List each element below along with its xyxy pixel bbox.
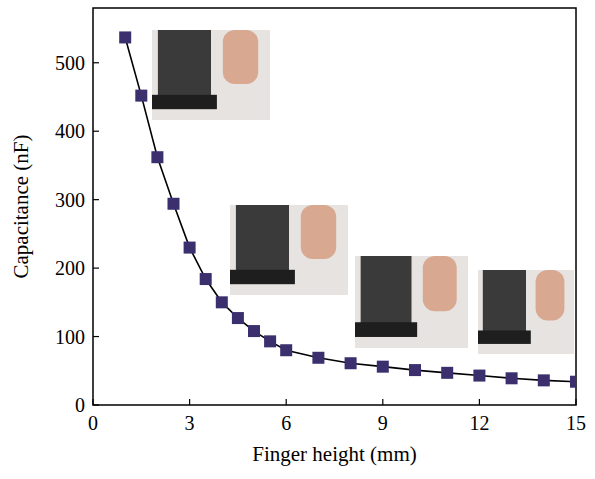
photo-ruler (483, 270, 526, 333)
photo-ruler (236, 205, 289, 273)
photo-ruler (361, 256, 412, 325)
x-tick (382, 399, 383, 405)
data-marker (232, 312, 244, 324)
data-marker (216, 296, 228, 308)
inset-photo (355, 256, 468, 348)
x-axis-title: Finger height (mm) (252, 442, 416, 466)
data-marker (409, 364, 421, 376)
y-tick-label: 500 (55, 52, 85, 74)
data-marker (473, 370, 485, 382)
data-line (125, 37, 576, 381)
x-tick-label: 0 (88, 412, 98, 434)
photo-bg (478, 270, 574, 354)
x-tick-label: 3 (185, 412, 195, 434)
photo-finger (301, 205, 336, 259)
x-tick (479, 399, 480, 405)
y-tick (93, 268, 99, 269)
y-tick-label: 400 (55, 120, 85, 142)
data-marker (280, 344, 292, 356)
y-tick (93, 62, 99, 63)
x-tick (189, 399, 190, 405)
y-tick (93, 336, 99, 337)
data-marker (441, 367, 453, 379)
x-tick-label: 6 (281, 412, 291, 434)
x-tick-label: 15 (566, 412, 586, 434)
y-tick (93, 199, 99, 200)
y-tick (93, 404, 99, 405)
photo-base (230, 270, 295, 284)
x-tick-label: 12 (469, 412, 489, 434)
photo-base (152, 95, 217, 109)
data-marker (200, 273, 212, 285)
data-marker (506, 372, 518, 384)
data-layer (119, 31, 576, 387)
y-tick-label: 200 (55, 257, 85, 279)
data-marker (345, 357, 357, 369)
data-marker (119, 31, 131, 43)
photo-bg (152, 30, 270, 120)
inset-photo (230, 205, 348, 295)
photo-finger (536, 270, 565, 320)
plot-frame (93, 8, 576, 405)
chart: 0 3 6 9 12 15 0 100 200 300 400 500 Finger height (m… (0, 0, 595, 479)
photo-bg (355, 256, 468, 348)
data-marker (312, 352, 324, 364)
data-marker (538, 374, 550, 386)
photo-base (355, 322, 417, 337)
x-tick (92, 399, 93, 405)
data-marker (377, 361, 389, 373)
y-tick-label: 300 (55, 189, 85, 211)
y-tick (93, 131, 99, 132)
photo-ruler (158, 30, 211, 98)
data-marker (135, 90, 147, 102)
y-tick-label: 0 (75, 394, 85, 416)
y-tick-label: 100 (55, 326, 85, 348)
data-marker (570, 376, 576, 388)
data-marker (168, 198, 180, 210)
data-marker (264, 335, 276, 347)
data-marker (248, 325, 260, 337)
inset-photo (152, 30, 270, 120)
inset-photo (478, 270, 574, 354)
photo-base (478, 330, 531, 343)
x-tick-label: 9 (378, 412, 388, 434)
photo-finger (223, 30, 258, 84)
data-marker (151, 151, 163, 163)
data-marker (184, 242, 196, 254)
x-tick (575, 399, 576, 405)
photo-finger (423, 256, 457, 311)
x-tick (286, 399, 287, 405)
y-axis-title: Capacitance (nF) (9, 134, 33, 278)
photo-bg (230, 205, 348, 295)
